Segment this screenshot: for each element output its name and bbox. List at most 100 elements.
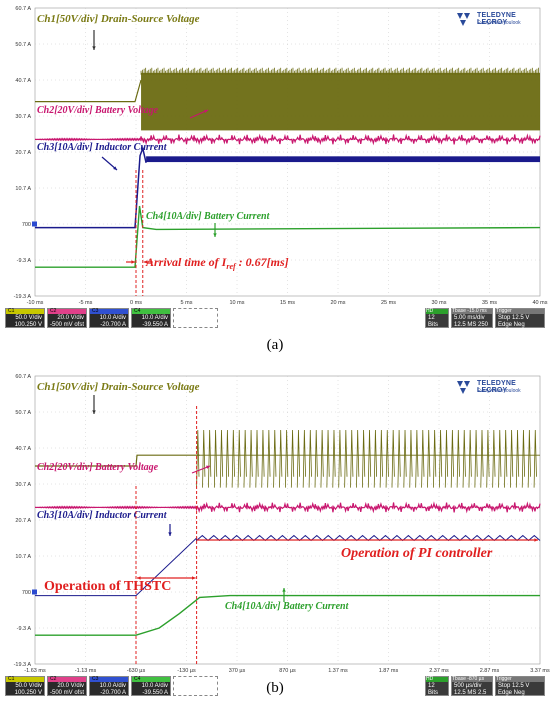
channel-offset: 100.250 V (14, 322, 42, 328)
channel-color-bar: C1 (6, 309, 44, 314)
logo-tagline: Everywhereyoulook (477, 20, 521, 26)
timebase-header: Tbase -870 µs (452, 677, 492, 682)
channel-scale: 10.0 A/div (99, 315, 126, 321)
trigger-box[interactable]: Trigger Stop 12.5 V Edge Neg (495, 676, 545, 696)
x-tick-label: -130 µs (177, 668, 196, 674)
channel-offset: -500 mV ofst (50, 322, 85, 328)
arrow-pi-controller (196, 538, 538, 542)
x-tick-label: 1.37 ms (328, 668, 348, 674)
y-tick-label: -9.3 A (17, 626, 32, 632)
scope-svg: 60.7 A50.7 A40.7 A30.7 A20.7 A10.7 A700 … (14, 374, 550, 674)
channel-info-panel: C1 50.0 V/div 100.250 V C2 20.0 V/div -500 mV… (5, 676, 550, 703)
x-tick-label: 3.37 ms (530, 668, 550, 674)
logo-brand: TELEDYNE LECROY (477, 380, 516, 394)
y-tick-label: 20.7 A (15, 518, 31, 524)
channel-offset: -20.700 A (100, 322, 126, 328)
annotation-ch3: Ch3[10A/div] Inductor Current (37, 510, 168, 521)
channel-box-c1[interactable]: C1 50.0 V/div 100.250 V (5, 308, 45, 328)
arrow-ch4 (213, 223, 217, 237)
hd-badge: HD (426, 677, 448, 682)
x-tick-label: 40 ms (533, 300, 548, 306)
annotation-thstc: Operation of THSTC (44, 579, 171, 594)
caption-a: (a) (266, 337, 284, 353)
y-tick-label: 40.7 A (15, 78, 31, 84)
channel-box-c3[interactable]: C3 10.0 A/div -20.700 A (89, 308, 129, 328)
y-tick-label: -19.3 A (14, 294, 32, 300)
x-tick-label: 15 ms (280, 300, 295, 306)
hd-bits-box: HD 12 Bits (425, 676, 449, 696)
y-tick-label: 20.7 A (15, 150, 31, 156)
annotation-ch3: Ch3[10A/div] Inductor Current (37, 142, 168, 153)
y-tick-label: 700 (22, 590, 31, 596)
timebase-div: 5.00 ms/div (454, 315, 485, 321)
series-ch1-drain-source-voltage (35, 67, 541, 131)
arrow-ch1 (92, 30, 96, 50)
series-ch4-battery-current (35, 205, 541, 268)
arrow-ch2 (191, 465, 211, 474)
trigger-header: Trigger (496, 677, 544, 682)
channel-color-bar: C1 (6, 677, 44, 682)
arrow-arrival-right (143, 260, 153, 264)
y-tick-label: 60.7 A (15, 6, 31, 12)
y-tick-label: -19.3 A (14, 662, 32, 668)
annotation-ch2: Ch2[20V/div] Battery Voltage (37, 462, 159, 473)
annotation-pi-controller: Operation of PI controller (341, 546, 493, 561)
sample-rate: 12.5 MS 250 M.. (454, 322, 489, 335)
y-tick-label: 700 (22, 222, 31, 228)
logo-brand: TELEDYNE LECROY (477, 12, 516, 26)
channel-box-c3[interactable]: C3 10.0 A/div -20.700 A (89, 676, 129, 696)
x-tick-label: -1.13 ms (75, 668, 97, 674)
y-tick-label: 30.7 A (15, 114, 31, 120)
trigger-type: Edge Neg (498, 322, 525, 328)
series-ch3-inductor-current (32, 534, 541, 597)
oscilloscope-panel-b: 60.7 A 50.7 A 40.7 A 30.7 A 20.7 A 10.7 A 700 … (0, 368, 550, 703)
x-tick-label: 0 ms (130, 300, 142, 306)
x-tick-label: -10 ms (27, 300, 44, 306)
x-tick-label: 5 ms (181, 300, 193, 306)
oscilloscope-panel-a: 60.7 A 50.7 A 40.7 A 30.7 A 20.7 A 10.7 A 700 … (0, 0, 550, 335)
logo-tagline: Everywhereyoulook (477, 388, 521, 394)
channel-scale: 10.0 A/div (141, 315, 168, 321)
timebase-box[interactable]: Tbase -15.0 ms 5.00 ms/div 12.5 MS 250 M.. (451, 308, 493, 335)
bits-label: 12 Bits (428, 315, 439, 328)
annotation-ch4: Ch4[10A/div] Battery Current (225, 601, 350, 612)
y-tick-label: 60.7 A (15, 374, 31, 380)
annotation-ch2: Ch2[20V/div] Battery Voltage (37, 105, 159, 116)
channel-scale: 50.0 V/div (15, 315, 42, 321)
arrow-ch3 (168, 524, 172, 536)
channel-box-c2[interactable]: C2 20.0 V/div -500 mV ofst (47, 676, 87, 696)
teledyne-lecroy-logo: TELEDYNE LECROY Everywhereyoulook (455, 379, 540, 397)
x-tick-label: 1.87 ms (379, 668, 399, 674)
trigger-box[interactable]: Trigger Stop 12.5 V Edge Neg (495, 308, 545, 328)
timebase-header: Tbase -15.0 ms (452, 309, 492, 314)
channel-scale: 20.0 V/div (57, 683, 84, 689)
x-tick-label: 870 µs (279, 668, 296, 674)
empty-channel-slot (173, 676, 218, 696)
x-tick-label: 10 ms (230, 300, 245, 306)
channel-box-c4[interactable]: C4 10.0 A/div -39.550 A (131, 308, 171, 328)
channel-info-panel: C1 50.0 V/div 100.250 V C2 20.0 V/div -500 mV… (5, 308, 550, 335)
arrival-time-marker (135, 170, 144, 296)
y-tick-label: 50.7 A (15, 42, 31, 48)
channel-box-c4[interactable]: C4 10.0 A/div -39.550 A (131, 676, 171, 696)
series-ch2-battery-voltage (34, 133, 541, 146)
y-tick-label: 30.7 A (15, 482, 31, 488)
y-tick-label: -9.3 A (17, 258, 32, 264)
channel-color-bar: C4 (132, 309, 170, 314)
empty-channel-slot (173, 308, 218, 328)
annotation-arrival-time: Arrival time of Iref : 0.67[ms] (145, 255, 289, 271)
series-ch4-battery-current (35, 594, 540, 636)
channel-offset: 100.250 V (14, 690, 42, 696)
arrow-thstc-right (166, 576, 196, 580)
arrow-ch4 (282, 588, 286, 602)
channel-box-c1[interactable]: C1 50.0 V/div 100.250 V (5, 676, 45, 696)
channel-scale: 20.0 V/div (57, 315, 84, 321)
annotation-ch1: Ch1[50V/div] Drain-Source Voltage (37, 381, 200, 393)
channel-color-bar: C3 (90, 677, 128, 682)
channel-box-c2[interactable]: C2 20.0 V/div -500 mV ofst (47, 308, 87, 328)
teledyne-lecroy-icon (457, 13, 470, 26)
y-tick-label: 40.7 A (15, 446, 31, 452)
annotation-ch1: Ch1[50V/div] Drain-Source Voltage (37, 13, 200, 25)
series-ch3-inductor-current (32, 145, 540, 229)
x-tick-label: -5 ms (79, 300, 93, 306)
